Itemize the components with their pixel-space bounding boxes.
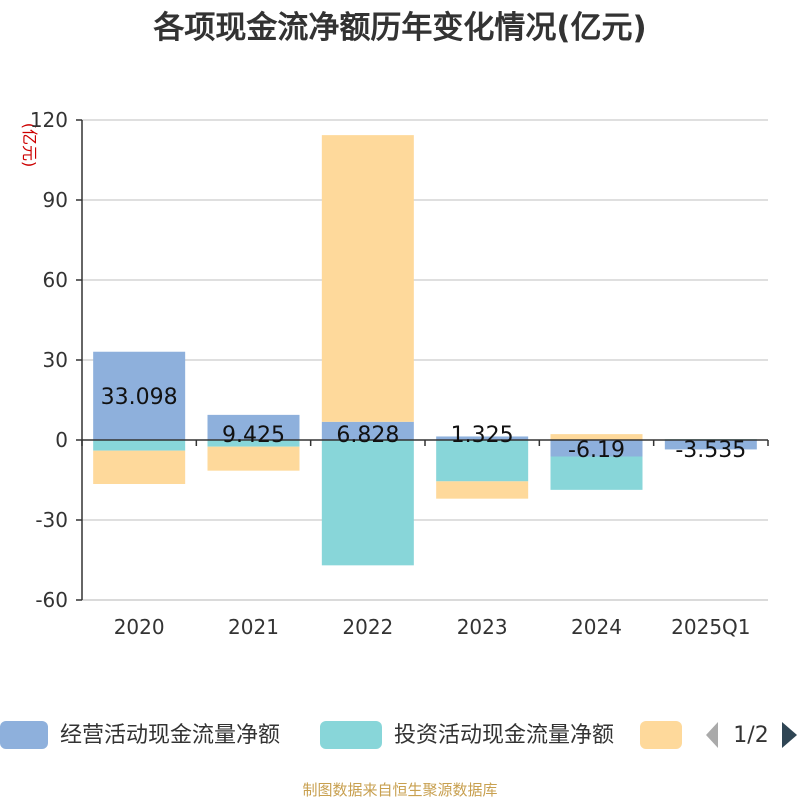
y-axis-unit: (亿元) bbox=[20, 123, 39, 168]
bar-2021-series-1 bbox=[207, 440, 300, 447]
bar-2020-series-0 bbox=[93, 351, 186, 440]
legend: 经营活动现金流量净额 投资活动现金流量净额 bbox=[0, 721, 682, 749]
data-label: 6.828 bbox=[336, 423, 399, 448]
legend-next-icon[interactable] bbox=[782, 722, 797, 748]
legend-swatch[interactable] bbox=[0, 721, 48, 749]
data-label: -3.535 bbox=[675, 438, 746, 463]
x-tick-label: 2022 bbox=[342, 615, 393, 639]
legend-page-indicator: 1/2 bbox=[733, 723, 768, 748]
grid-lines bbox=[82, 119, 768, 601]
y-tick-label: -30 bbox=[35, 508, 68, 532]
x-tick-label: 2021 bbox=[228, 615, 279, 639]
data-label: 9.425 bbox=[222, 423, 285, 448]
y-tick-label: 90 bbox=[43, 188, 68, 212]
legend-label[interactable]: 投资活动现金流量净额 bbox=[394, 723, 614, 748]
y-tick-labels: 120 90 60 30 0 -30 -60 bbox=[30, 108, 68, 612]
source-note: 制图数据来自恒生聚源数据库 bbox=[302, 781, 497, 799]
y-tick-label: 120 bbox=[30, 108, 68, 132]
bar-2023-series-1 bbox=[436, 440, 529, 482]
bar-2022-series-2 bbox=[321, 135, 414, 422]
x-tick-label: 2024 bbox=[571, 615, 622, 639]
bar-2020-series-1 bbox=[93, 440, 186, 451]
bar-2022-series-0 bbox=[321, 421, 414, 440]
bar-2024-series-1 bbox=[550, 456, 643, 490]
bar-2021-series-0 bbox=[207, 414, 300, 440]
data-label: -6.19 bbox=[568, 438, 625, 463]
bar-2022-series-1 bbox=[321, 440, 414, 566]
legend-label[interactable]: 经营活动现金流量净额 bbox=[60, 723, 280, 748]
legend-pager: 1/2 bbox=[706, 722, 797, 748]
x-tick-label: 2025Q1 bbox=[671, 615, 750, 639]
bar-2025Q1-series-0 bbox=[664, 440, 757, 450]
data-label: 33.098 bbox=[101, 385, 178, 410]
x-tick-label: 2020 bbox=[114, 615, 165, 639]
y-tick-label: 0 bbox=[55, 428, 68, 452]
legend-swatch[interactable] bbox=[320, 721, 382, 749]
legend-prev-icon[interactable] bbox=[706, 722, 718, 748]
bar-2020-series-2 bbox=[93, 450, 186, 484]
y-tick-label: 60 bbox=[43, 268, 68, 292]
y-tick-label: 30 bbox=[43, 348, 68, 372]
axes bbox=[76, 119, 769, 601]
data-labels: 33.098 9.425 6.828 1.325 -6.19 -3.535 bbox=[101, 385, 747, 463]
x-tick-label: 2023 bbox=[457, 615, 508, 639]
bar-2024-series-0 bbox=[550, 440, 643, 457]
x-tick-labels: 2020 2021 2022 2023 2024 2025Q1 bbox=[114, 615, 751, 639]
legend-swatch[interactable] bbox=[640, 721, 682, 749]
chart-title: 各项现金流净额历年变化情况(亿元) bbox=[152, 10, 646, 46]
bar-2023-series-0 bbox=[436, 436, 529, 440]
bar-2024-series-2 bbox=[550, 434, 643, 440]
data-label: 1.325 bbox=[451, 423, 514, 448]
bars bbox=[93, 135, 757, 566]
y-tick-label: -60 bbox=[35, 588, 68, 612]
bar-2023-series-2 bbox=[436, 481, 529, 499]
bar-2021-series-2 bbox=[207, 446, 300, 471]
